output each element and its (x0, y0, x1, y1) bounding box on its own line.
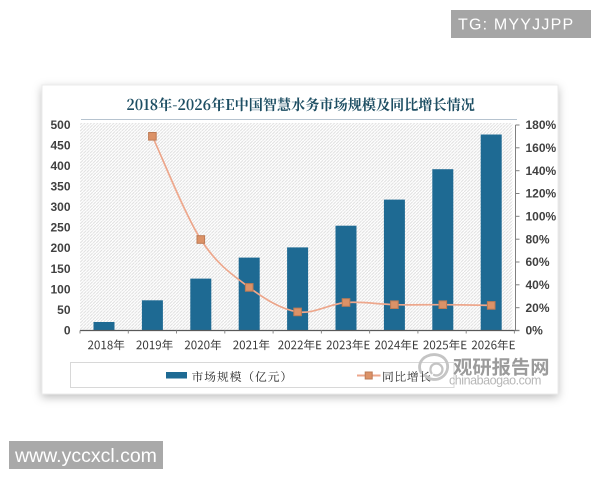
svg-text:180%: 180% (526, 118, 557, 132)
svg-text:250: 250 (50, 221, 70, 235)
svg-text:160%: 160% (526, 141, 557, 155)
svg-text:50: 50 (57, 303, 71, 317)
svg-text:350: 350 (50, 180, 70, 194)
svg-text:TG: MYYJJPP: TG: MYYJJPP (458, 17, 574, 34)
svg-text:450: 450 (50, 138, 70, 152)
svg-text:40%: 40% (526, 278, 550, 292)
svg-text:200: 200 (50, 241, 70, 255)
svg-text:140%: 140% (526, 164, 557, 178)
svg-text:0: 0 (64, 323, 71, 337)
svg-text:150: 150 (50, 262, 70, 276)
svg-text:60%: 60% (526, 255, 550, 269)
svg-text:www.yccxcl.com: www.yccxcl.com (14, 445, 157, 467)
svg-text:chinabaogao.com: chinabaogao.com (449, 373, 541, 387)
svg-text:100%: 100% (526, 210, 557, 224)
svg-text:300: 300 (50, 200, 70, 214)
svg-text:0%: 0% (526, 324, 544, 338)
svg-text:120%: 120% (526, 187, 557, 201)
svg-text:500: 500 (50, 118, 70, 132)
svg-text:80%: 80% (526, 232, 550, 246)
svg-text:20%: 20% (526, 301, 550, 315)
svg-text:400: 400 (50, 159, 70, 173)
svg-text:100: 100 (50, 282, 70, 296)
